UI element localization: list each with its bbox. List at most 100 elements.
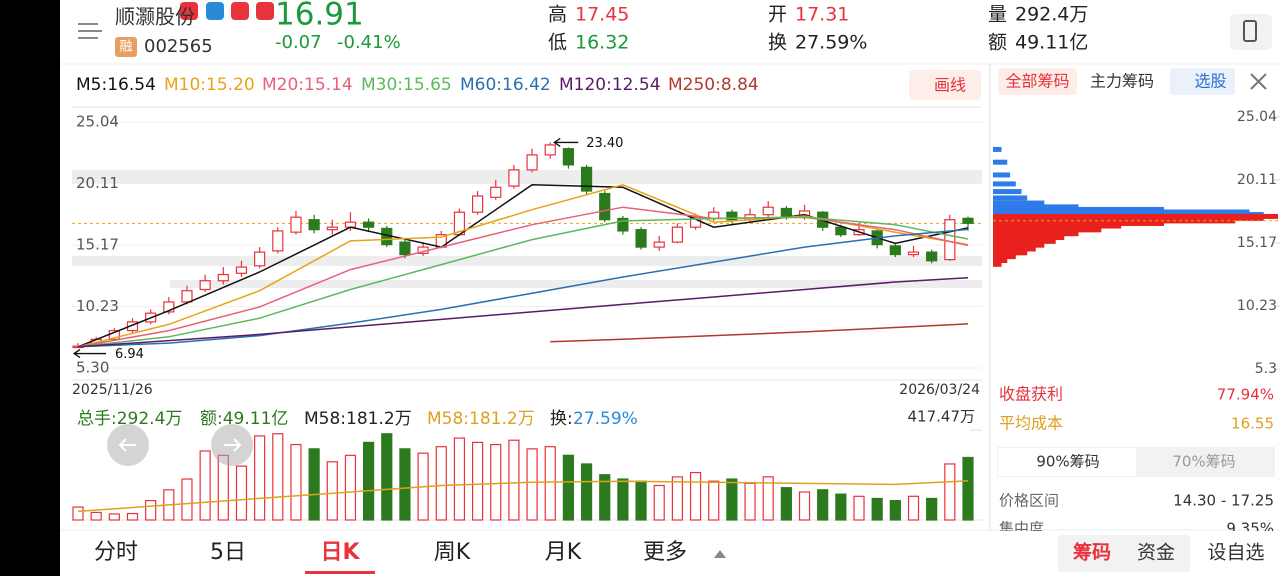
volume-bar [599,474,611,521]
tab[interactable]: 更多 [643,540,687,565]
volume-bar [199,450,211,521]
app-icon [206,2,224,20]
volume-bar [889,499,901,521]
change-pct: -0.41% [337,32,401,53]
volume-bar [399,448,411,521]
stat-label: 量 [988,4,1007,26]
candle-body [254,251,266,267]
profit-label: 收盘获利 [999,385,1063,404]
stat-label: 低 [548,32,567,54]
badge-bg [115,37,137,57]
candle-body [126,321,139,332]
volume-info: M58:181.2万 [304,409,412,429]
candle-body [290,216,302,233]
device-icon[interactable] [1230,14,1272,50]
y-tick-label: 25.04 [76,113,119,131]
chip-tab[interactable] [1170,68,1235,95]
volume-bar [381,433,393,521]
chip-bar [993,227,1102,233]
chip-tick-label: 20.11 [1237,172,1277,188]
volume-bar [326,461,338,521]
chip-peak-band [72,256,982,266]
stat-value: 49.11亿 [1015,32,1088,54]
chip-bar [993,189,1022,195]
ma-line [77,184,969,348]
candle-body [235,266,248,274]
tab[interactable]: 分时 [94,540,138,565]
avg-cost-value: 16.55 [1231,415,1274,433]
chip-bar [993,209,1250,215]
chip-tick-label: 15.17 [1237,235,1277,251]
ma-legend: M120:12.54 [559,75,661,95]
tab-underline [305,571,375,574]
chip-bar [993,195,1028,201]
volume-info: M58:181.2万 [427,409,535,429]
volume-bar [508,439,520,521]
chip-bar [993,172,1011,178]
chip-bar [993,235,1065,241]
action[interactable]: 资金 [1137,542,1175,564]
tab[interactable]: 月K [545,540,582,565]
volume-bar [944,463,956,521]
volume-bar [126,512,139,521]
volume-info: 27.59% [573,409,638,429]
chip-bar [993,220,1164,226]
candle-body [308,219,320,231]
avg-cost-label: 平均成本 [999,414,1063,433]
chip-peak-band [72,170,982,183]
candle-body [471,195,484,213]
candle-body [617,217,629,232]
volume-bar [254,435,266,521]
chip-tab[interactable] [998,68,1077,95]
chip-tab[interactable] [1086,68,1158,95]
volume-bar [853,495,865,521]
action[interactable]: 设自选 [1207,542,1264,564]
range-value: 14.30 - 17.25 [1173,492,1274,510]
chip-bar [993,146,1002,152]
action[interactable]: 筹码 [1073,541,1111,564]
draw-button[interactable] [909,70,981,100]
tab[interactable]: 5日 [210,540,246,565]
chip-bar [993,200,1045,206]
volume-info: 额:49.11亿 [200,409,288,429]
app-icon [180,2,198,20]
annotation-arrow [553,137,579,147]
volume-bar [181,478,193,521]
candle-body [635,229,647,248]
ma-line [77,206,969,348]
annotation-arrow [72,349,106,359]
volume-bar [145,499,157,521]
stock-name: 顺灏股份 [115,5,195,29]
chip-bar [993,238,1056,244]
change: -0.07 [275,32,322,53]
volume-bar [708,480,720,521]
chip-bar [993,231,1079,237]
volume-bar [108,513,120,521]
range-label: 价格区间 [999,492,1059,510]
candle-body [526,154,538,171]
chip-bar [993,181,1016,187]
ma-legend: M10:15.20 [164,75,255,95]
ratio-tab-active[interactable] [998,448,1136,476]
stat-value: 27.59% [795,32,867,54]
high-label: 23.40 [586,136,623,151]
expand-arrow[interactable] [714,550,726,558]
scroll-arrow [118,438,136,452]
chip-bar [993,261,1002,267]
chip-bar [993,159,1008,165]
ma-line [550,323,969,343]
tab[interactable]: 周K [434,540,471,565]
volume-bar [490,443,502,521]
menu-icon[interactable] [78,23,102,39]
close-icon[interactable] [1250,73,1267,90]
volume-bar [90,511,102,521]
tab[interactable]: 日K [320,540,360,565]
chip-tab-label: 选股 [1194,72,1226,91]
stat-label: 换 [768,32,787,54]
volume-bar [435,446,447,521]
volume-bar [272,433,284,521]
volume-bar [562,454,575,521]
volume-info: 总手:292.4万 [77,409,182,429]
stat-label: 额 [988,32,1007,54]
y-tick-label: 10.23 [76,297,119,315]
